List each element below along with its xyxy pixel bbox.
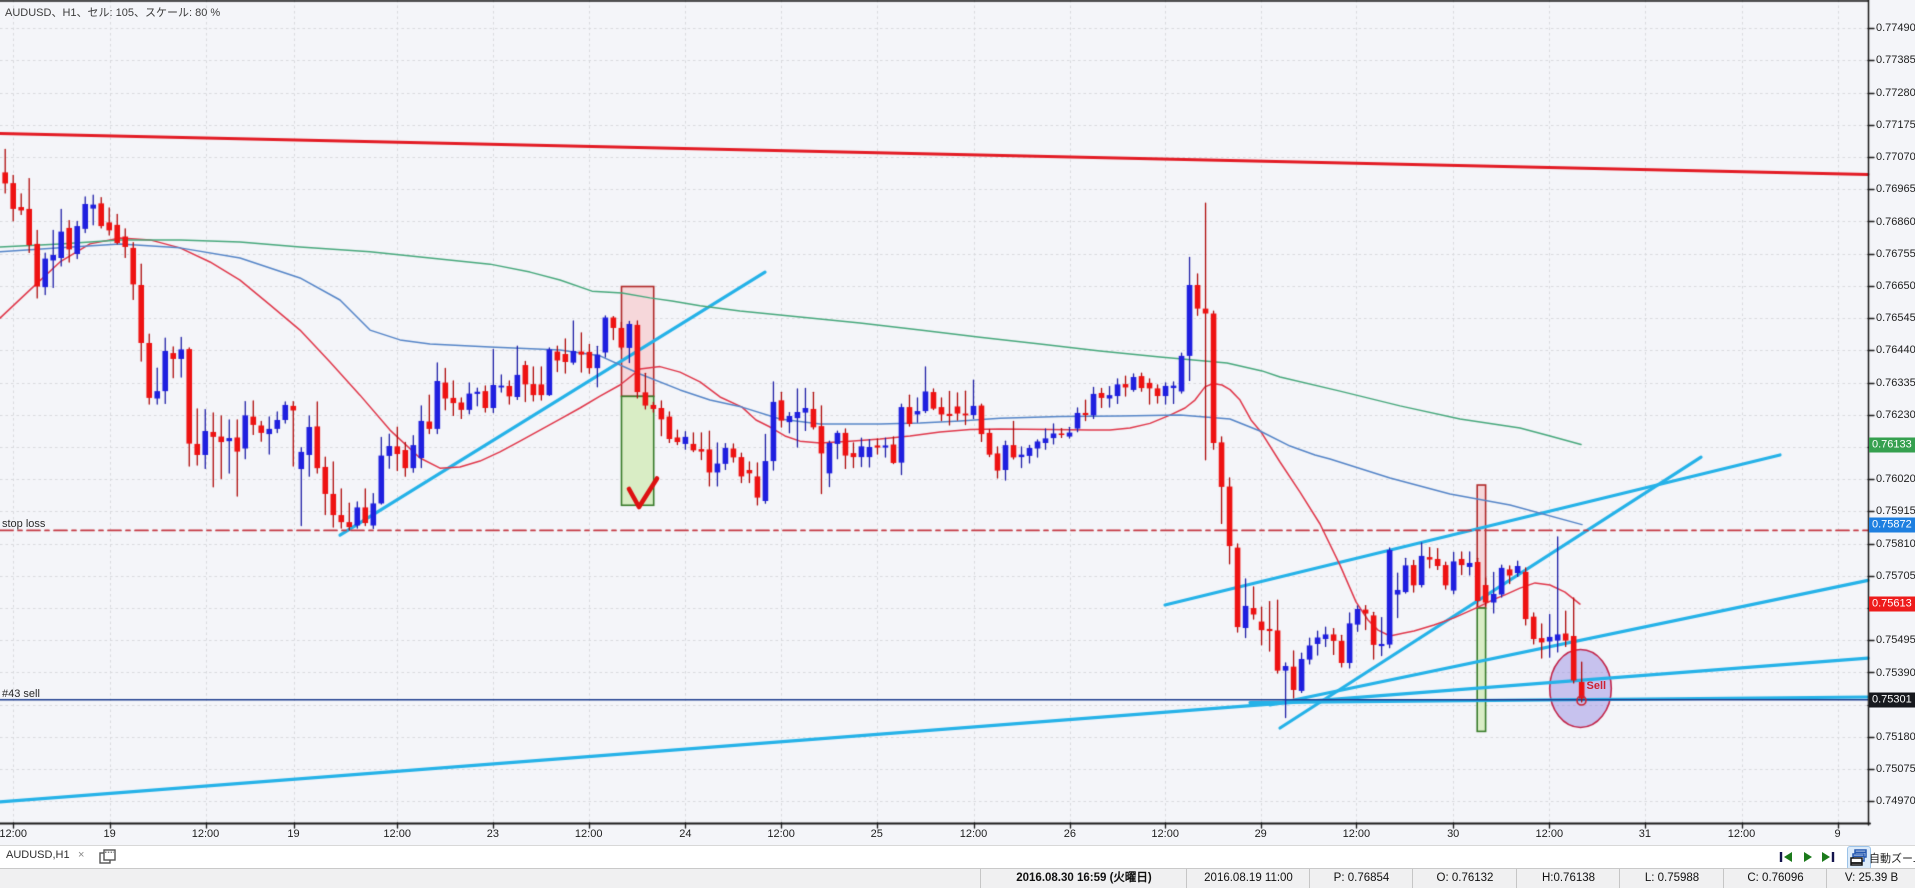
chart-tab-bar: AUDUSD,H1 × 自動ズーム xyxy=(0,845,1915,870)
status-bar: 2016.08.30 16:59 (火曜日) 2016.08.19 11:00 P:… xyxy=(0,868,1915,888)
status-price-l: L: 0.75988 xyxy=(1619,869,1724,888)
status-price-h: H:0.76138 xyxy=(1516,869,1620,888)
new-window-icon[interactable] xyxy=(99,849,116,864)
status-crosshair-time: 2016.08.19 11:00 xyxy=(1186,869,1310,888)
tab-close-icon[interactable]: × xyxy=(78,849,85,861)
cascade-windows-icon xyxy=(1850,849,1867,866)
status-price-o: O: 0.76132 xyxy=(1412,869,1517,888)
status-current-time: 2016.08.30 16:59 (火曜日) xyxy=(980,869,1187,888)
chart-nav-arrows[interactable] xyxy=(1778,848,1846,866)
cascade-windows-button[interactable] xyxy=(1847,846,1871,870)
status-price-c: C: 0.76096 xyxy=(1723,869,1827,888)
tab-audusd-h1[interactable]: AUDUSD,H1 xyxy=(6,849,70,861)
auto-zoom-label[interactable]: 自動ズーム xyxy=(1869,853,1915,865)
status-price-p: P: 0.76854 xyxy=(1309,869,1413,888)
status-volume: V: 25.39 B xyxy=(1826,869,1915,888)
